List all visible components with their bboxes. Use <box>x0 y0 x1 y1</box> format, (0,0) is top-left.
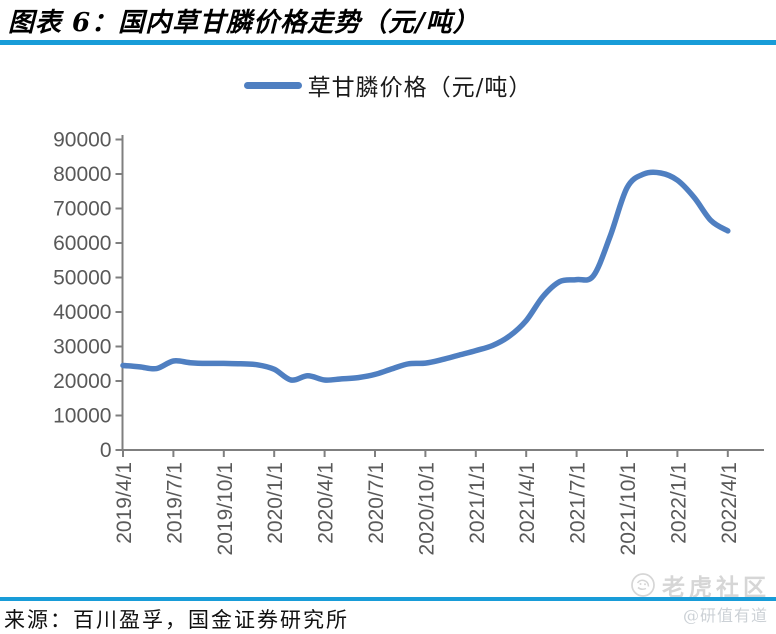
figure-title: 图表 6：国内草甘膦价格走势（元/吨） <box>8 8 480 38</box>
legend-line-swatch <box>243 81 302 89</box>
x-axis-label: 2019/4/1 <box>113 462 136 544</box>
x-axis-label: 2022/4/1 <box>718 462 741 544</box>
y-axis-label: 40000 <box>53 301 111 324</box>
x-axis-label: 2021/1/1 <box>466 462 489 544</box>
y-axis-label: 80000 <box>53 163 111 186</box>
x-axis-label: 2019/10/1 <box>214 462 237 555</box>
tiger-watermark: 老虎社区 <box>630 568 770 602</box>
x-axis-label: 2019/7/1 <box>163 462 186 544</box>
chart-legend: 草甘膦价格（元/吨） <box>0 68 776 102</box>
price-line <box>120 169 731 383</box>
y-axis-label: 0 <box>100 439 112 462</box>
x-axis-label: 2020/1/1 <box>264 462 287 544</box>
y-axis-label: 10000 <box>53 405 111 428</box>
y-axis-label: 70000 <box>53 198 111 221</box>
source-note: 来源：百川盈孚，国金证券研究所 <box>4 608 349 632</box>
tiger-icon <box>631 573 655 597</box>
tiger-watermark-label: 老虎社区 <box>662 574 770 601</box>
x-axis-label: 2021/7/1 <box>567 462 590 544</box>
legend-label: 草甘膦价格（元/吨） <box>307 75 533 101</box>
author-watermark: @研值有道 <box>682 606 768 625</box>
title-rule <box>0 40 776 45</box>
footer-rule <box>0 597 776 601</box>
x-axis-label: 2021/10/1 <box>617 462 640 555</box>
y-axis-label: 60000 <box>53 232 111 255</box>
y-axis-label: 50000 <box>53 267 111 290</box>
y-axis-label: 90000 <box>53 129 111 152</box>
x-axis-label: 2020/4/1 <box>315 462 338 544</box>
x-axis-label: 2020/7/1 <box>365 462 388 544</box>
y-axis-label: 20000 <box>53 370 111 393</box>
x-axis-label: 2022/1/1 <box>667 462 690 544</box>
x-axis-label: 2021/4/1 <box>516 462 539 544</box>
y-axis-label: 30000 <box>53 336 111 359</box>
x-axis-label: 2020/10/1 <box>415 462 438 555</box>
